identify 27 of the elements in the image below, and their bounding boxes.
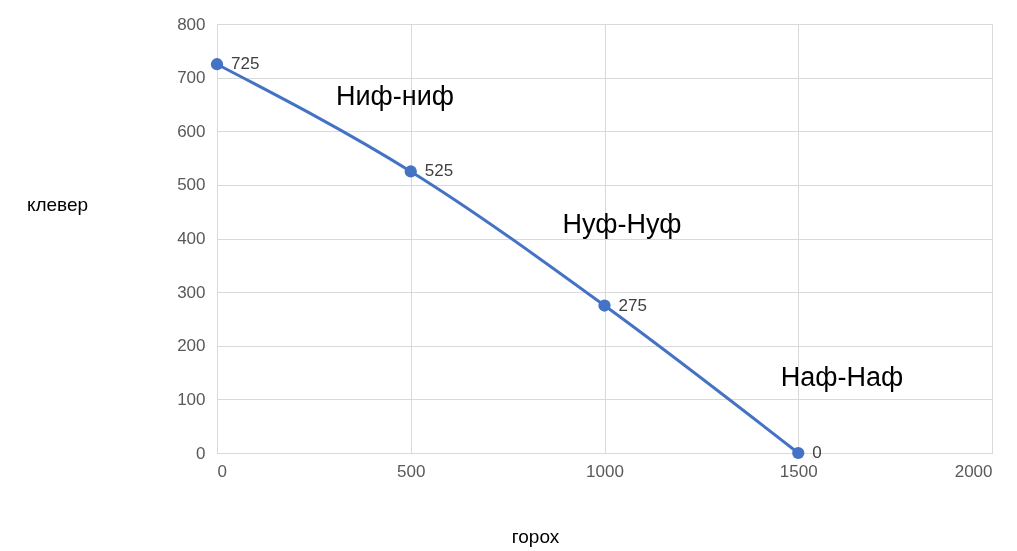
y-tick-label: 500 [177, 175, 206, 195]
point [210, 58, 224, 71]
annotation: Наф-Наф [780, 362, 904, 392]
x-axis-title: горох [511, 525, 560, 547]
y-tick-label: 0 [196, 443, 206, 463]
y-tick-label: 800 [177, 14, 206, 34]
data-label: 275 [618, 295, 647, 315]
x-tick-label: 1000 [586, 461, 624, 481]
x-tick-label: 2000 [954, 461, 993, 481]
data-label: 0 [812, 443, 822, 462]
x-tick-label: 1500 [779, 461, 818, 481]
y-tick-label: 700 [177, 68, 206, 88]
point [404, 165, 417, 178]
y-tick-label: 300 [177, 282, 206, 302]
data-label: 525 [424, 161, 454, 181]
x-tick-label: 500 [397, 461, 426, 481]
annotation: Ниф-ниф [336, 81, 454, 111]
y-tick-label: 100 [177, 389, 206, 409]
y-tick-label: 200 [177, 336, 206, 356]
x-tick-label: 0 [217, 461, 227, 481]
y-tick-label: 400 [177, 229, 206, 248]
data-label: 725 [231, 54, 260, 74]
point [598, 299, 611, 312]
point [792, 446, 805, 460]
annotation: Нуф-Нуф [562, 209, 682, 239]
y-tick-label: 600 [177, 121, 206, 141]
y-axis-title: клевер [26, 193, 89, 215]
